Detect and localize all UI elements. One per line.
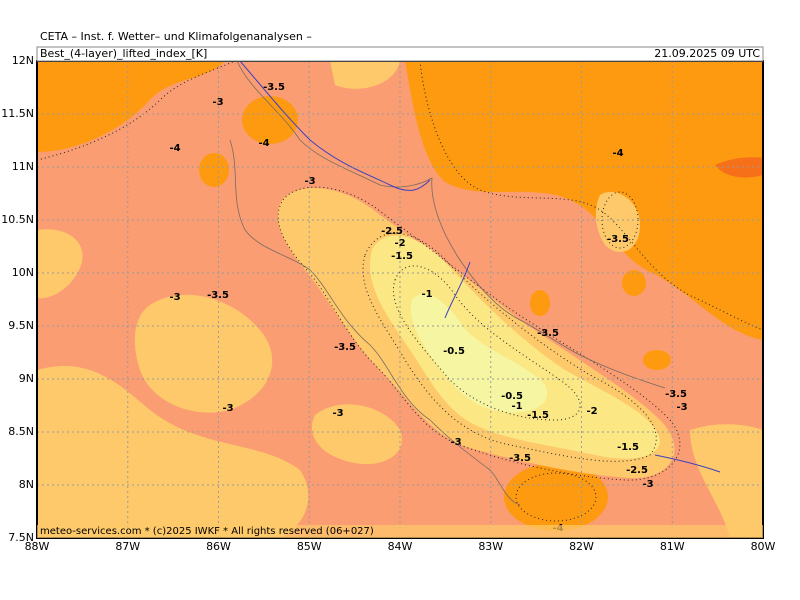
contour-label: -4 <box>169 143 180 154</box>
river <box>444 261 471 319</box>
coastline <box>236 61 666 389</box>
longitude-label: 80W <box>751 540 776 553</box>
map-area: -3.5-3-4 -4-3-4-2.5-2-1.5-3.5-3 -3.5 -1-3.5… <box>36 60 764 539</box>
contour-label: -2.5 <box>626 465 648 476</box>
longitude-label: 88W <box>25 540 50 553</box>
field-light-orange <box>134 294 273 413</box>
contour-line <box>419 61 763 331</box>
contour-line <box>515 472 597 522</box>
latitude-label: 11N <box>12 160 34 173</box>
longitude-label: 83W <box>478 540 503 553</box>
contour-label: -3.5 <box>665 389 687 400</box>
latitude-label: 9.5N <box>8 319 34 332</box>
contour-label: -3.5 <box>334 342 356 353</box>
field-name: Best_(4-layer)_lifted_index_[K] <box>40 47 207 60</box>
contour-label: -1 <box>421 289 432 300</box>
contour-label: -3.5 <box>207 290 229 301</box>
contour-label: -3.5 <box>263 82 285 93</box>
river <box>654 454 721 473</box>
field-yellow <box>369 235 660 459</box>
footer: meteo-services.com * (c)2025 IWKF * All … <box>40 526 374 537</box>
latitude-label: 12N <box>12 54 34 67</box>
contour-label: -2 <box>394 238 405 249</box>
field-orange <box>405 61 763 340</box>
field-orange <box>37 61 225 152</box>
longitude-label: 84W <box>388 540 413 553</box>
contour-line <box>393 265 581 421</box>
field-orange <box>622 270 646 296</box>
longitude-label: 81W <box>660 540 685 553</box>
valid-time: 21.09.2025 09 UTC <box>654 47 760 60</box>
contour-label: -3 <box>450 437 461 448</box>
field-orange <box>199 153 229 187</box>
contour-label: -4 <box>612 148 623 159</box>
contour-label: -3 <box>212 97 223 108</box>
contour-label: -3 <box>169 292 180 303</box>
field-orange <box>242 96 298 144</box>
contour-label: -4 <box>258 138 269 149</box>
field-pale-yellow <box>410 294 548 413</box>
contour-label: -1.5 <box>527 410 549 421</box>
latitude-label: 9N <box>19 372 34 385</box>
contour-label: -1 <box>511 401 522 412</box>
coastline <box>229 139 521 506</box>
title: CETA – Inst. f. Wetter– und Klimafolgena… <box>40 30 312 43</box>
contour-label: -3.5 <box>509 453 531 464</box>
field-orange <box>504 463 608 531</box>
river <box>239 61 431 191</box>
field-orange <box>643 350 671 370</box>
contour-label: -2.5 <box>381 226 403 237</box>
latitude-label: 8.5N <box>8 425 34 438</box>
contour-label: -0.5 <box>501 391 523 402</box>
field-bar <box>36 46 764 62</box>
longitude-label: 86W <box>206 540 231 553</box>
contour-label: -3 <box>304 176 315 187</box>
field-light-orange <box>330 61 400 89</box>
contour-label: -0.5 <box>443 346 465 357</box>
contour-line <box>362 232 657 462</box>
latitude-label: 11.5N <box>1 107 34 120</box>
latitude-label: 8N <box>19 478 34 491</box>
field-light-orange <box>37 229 83 299</box>
longitude-label: 87W <box>115 540 140 553</box>
contour-label: -3 <box>222 403 233 414</box>
contour-label: -2 <box>586 406 597 417</box>
contour-label: -3.5 <box>607 234 629 245</box>
footer-bar <box>37 525 763 538</box>
field-light-orange <box>37 365 309 538</box>
field-light-orange <box>311 404 402 465</box>
field-light-orange <box>595 191 640 253</box>
field-orange <box>530 290 550 316</box>
contour-label: -1.5 <box>391 251 413 262</box>
contour-label: -1.5 <box>617 442 639 453</box>
contour-label: -3.5 <box>537 328 559 339</box>
field-light-orange <box>690 424 763 538</box>
longitude-label: 85W <box>297 540 322 553</box>
contour-label: -3 <box>642 479 653 490</box>
latitude-label: 10N <box>12 266 34 279</box>
contour-label: -3 <box>332 408 343 419</box>
latitude-label: 7.5N <box>8 531 34 544</box>
latitude-label: 10.5N <box>1 213 34 226</box>
longitude-label: 82W <box>569 540 594 553</box>
contour-label: -3 <box>676 402 687 413</box>
contour-line <box>277 186 681 481</box>
